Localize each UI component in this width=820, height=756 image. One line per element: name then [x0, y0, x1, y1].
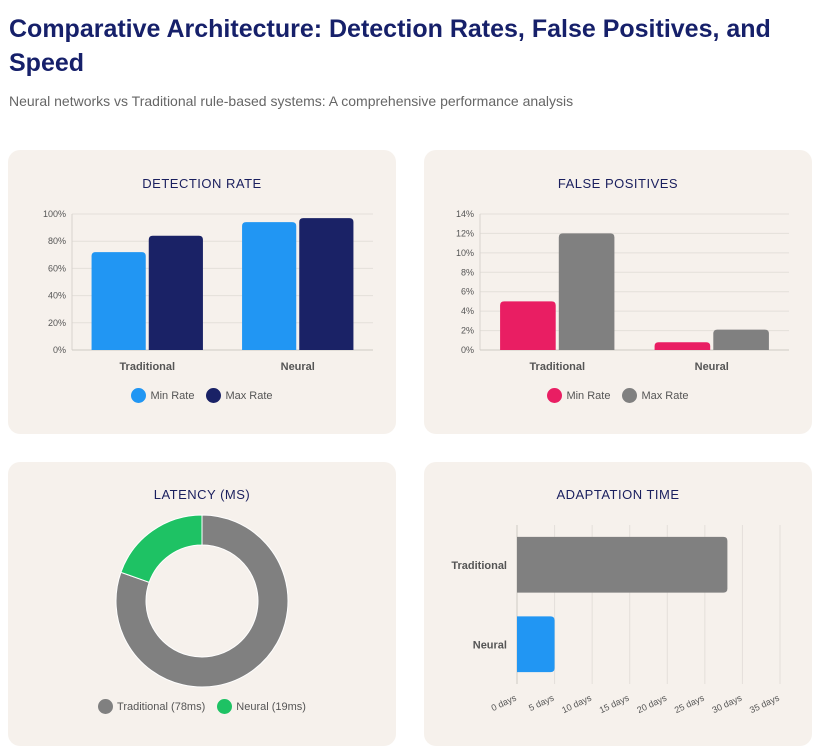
legend-label-max-rate: Max Rate: [641, 389, 689, 402]
slice-neural: [120, 514, 203, 583]
legend-label-min-rate: Min Rate: [150, 389, 195, 402]
bar-neural: [517, 616, 555, 673]
x-tick-label: 30 days: [710, 693, 743, 716]
false-positives-chart: 0% 2% 4% 6% 8% 10% 12% 14% Traditional Neural: [456, 209, 789, 373]
page-subtitle: Neural networks vs Traditional rule-base…: [9, 93, 574, 109]
x-tick-label: 5 days: [527, 693, 556, 713]
detection-rate-legend: Min Rate Max Rate: [8, 388, 396, 403]
slice-traditional: [115, 514, 289, 688]
legend-swatch-traditional: [98, 699, 114, 714]
legend-item-traditional[interactable]: Traditional (78ms): [98, 699, 205, 714]
x-tick-label: 15 days: [598, 693, 631, 716]
y-tick-label: 14%: [456, 209, 474, 219]
legend-item-min-rate[interactable]: Min Rate: [131, 388, 194, 403]
bar-neural-min-rate: [654, 342, 711, 350]
latency-card: Latency (ms) Traditional (78ms) Neural (…: [8, 462, 396, 746]
legend-item-min-rate[interactable]: Min Rate: [547, 388, 610, 403]
legend-label-traditional: Traditional (78ms): [117, 700, 206, 713]
detection-rate-card: Detection Rate 0% 20% 40% 60% 80% 100% Traditi…: [8, 150, 396, 434]
legend-swatch-max-rate: [622, 388, 638, 403]
y-tick-label: 0%: [53, 345, 66, 355]
y-tick-label: 8%: [461, 267, 474, 277]
bar-traditional-max-rate: [558, 233, 615, 350]
bar-traditional-max-rate: [148, 235, 203, 350]
y-tick-label: 2%: [461, 326, 474, 336]
legend-swatch-min-rate: [131, 388, 147, 403]
y-tick-label: 60%: [48, 263, 66, 273]
legend-swatch-min-rate: [547, 388, 563, 403]
detection-rate-chart: 0% 20% 40% 60% 80% 100% Traditional Neural: [43, 209, 373, 373]
adaptation-time-chart: 0 days 5 days 10 days 15 days 20 days 25 days…: [451, 525, 781, 716]
y-tick-label: 80%: [48, 236, 66, 246]
legend-label-min-rate: Min Rate: [566, 389, 611, 402]
legend-label-neural: Neural (19ms): [236, 700, 306, 713]
y-tick-label: 10%: [456, 248, 474, 258]
bar-traditional-min-rate: [500, 301, 556, 350]
y-tick-label: 20%: [48, 318, 66, 328]
x-tick-label-traditional: Traditional: [119, 361, 175, 373]
bar-traditional-min-rate: [91, 252, 146, 350]
y-tick-label: 40%: [48, 291, 66, 301]
latency-legend: Traditional (78ms) Neural (19ms): [8, 699, 396, 714]
y-tick-label: 0%: [461, 345, 474, 355]
y-tick-label: 6%: [461, 287, 474, 297]
legend-swatch-neural: [217, 699, 233, 714]
legend-swatch-max-rate: [206, 388, 222, 403]
x-tick-label-neural: Neural: [695, 361, 729, 373]
legend-label-max-rate: Max Rate: [225, 389, 273, 402]
y-tick-label: 4%: [461, 306, 474, 316]
bar-neural-min-rate: [242, 222, 297, 350]
x-tick-label-traditional: Traditional: [529, 361, 585, 373]
y-tick-label: 100%: [43, 209, 66, 219]
legend-item-neural[interactable]: Neural (19ms): [217, 699, 306, 714]
false-positives-card: False Positives 0% 2% 4% 6% 8% 10% 12% 14% Tradi…: [424, 150, 812, 434]
y-tick-label-neural: Neural: [473, 639, 507, 651]
y-tick-label: 12%: [456, 228, 474, 238]
x-tick-label: 20 days: [635, 693, 668, 716]
bar-neural-max-rate: [713, 329, 769, 350]
x-tick-label: 25 days: [673, 693, 706, 716]
legend-item-max-rate[interactable]: Max Rate: [622, 388, 689, 403]
detection-rate-title: Detection Rate: [142, 176, 262, 191]
latency-chart: [115, 514, 289, 688]
bar-traditional: [517, 536, 728, 593]
adaptation-time-title: Adaptation Time: [556, 487, 680, 502]
legend-item-max-rate[interactable]: Max Rate: [206, 388, 273, 403]
adaptation-time-card: Adaptation Time 0 days 5 days 10 days 15 da…: [424, 462, 812, 746]
page-title: Comparative Architecture: Detection Rate…: [9, 15, 771, 77]
bar-neural-max-rate: [299, 218, 354, 350]
y-tick-label-traditional: Traditional: [451, 560, 507, 572]
x-tick-label: 0 days: [490, 693, 519, 713]
x-tick-label-neural: Neural: [281, 361, 315, 373]
x-tick-label: 10 days: [560, 693, 593, 716]
latency-title: Latency (ms): [153, 487, 251, 502]
x-tick-label: 35 days: [748, 693, 781, 716]
false-positives-legend: Min Rate Max Rate: [424, 388, 812, 403]
false-positives-title: False Positives: [557, 176, 679, 191]
